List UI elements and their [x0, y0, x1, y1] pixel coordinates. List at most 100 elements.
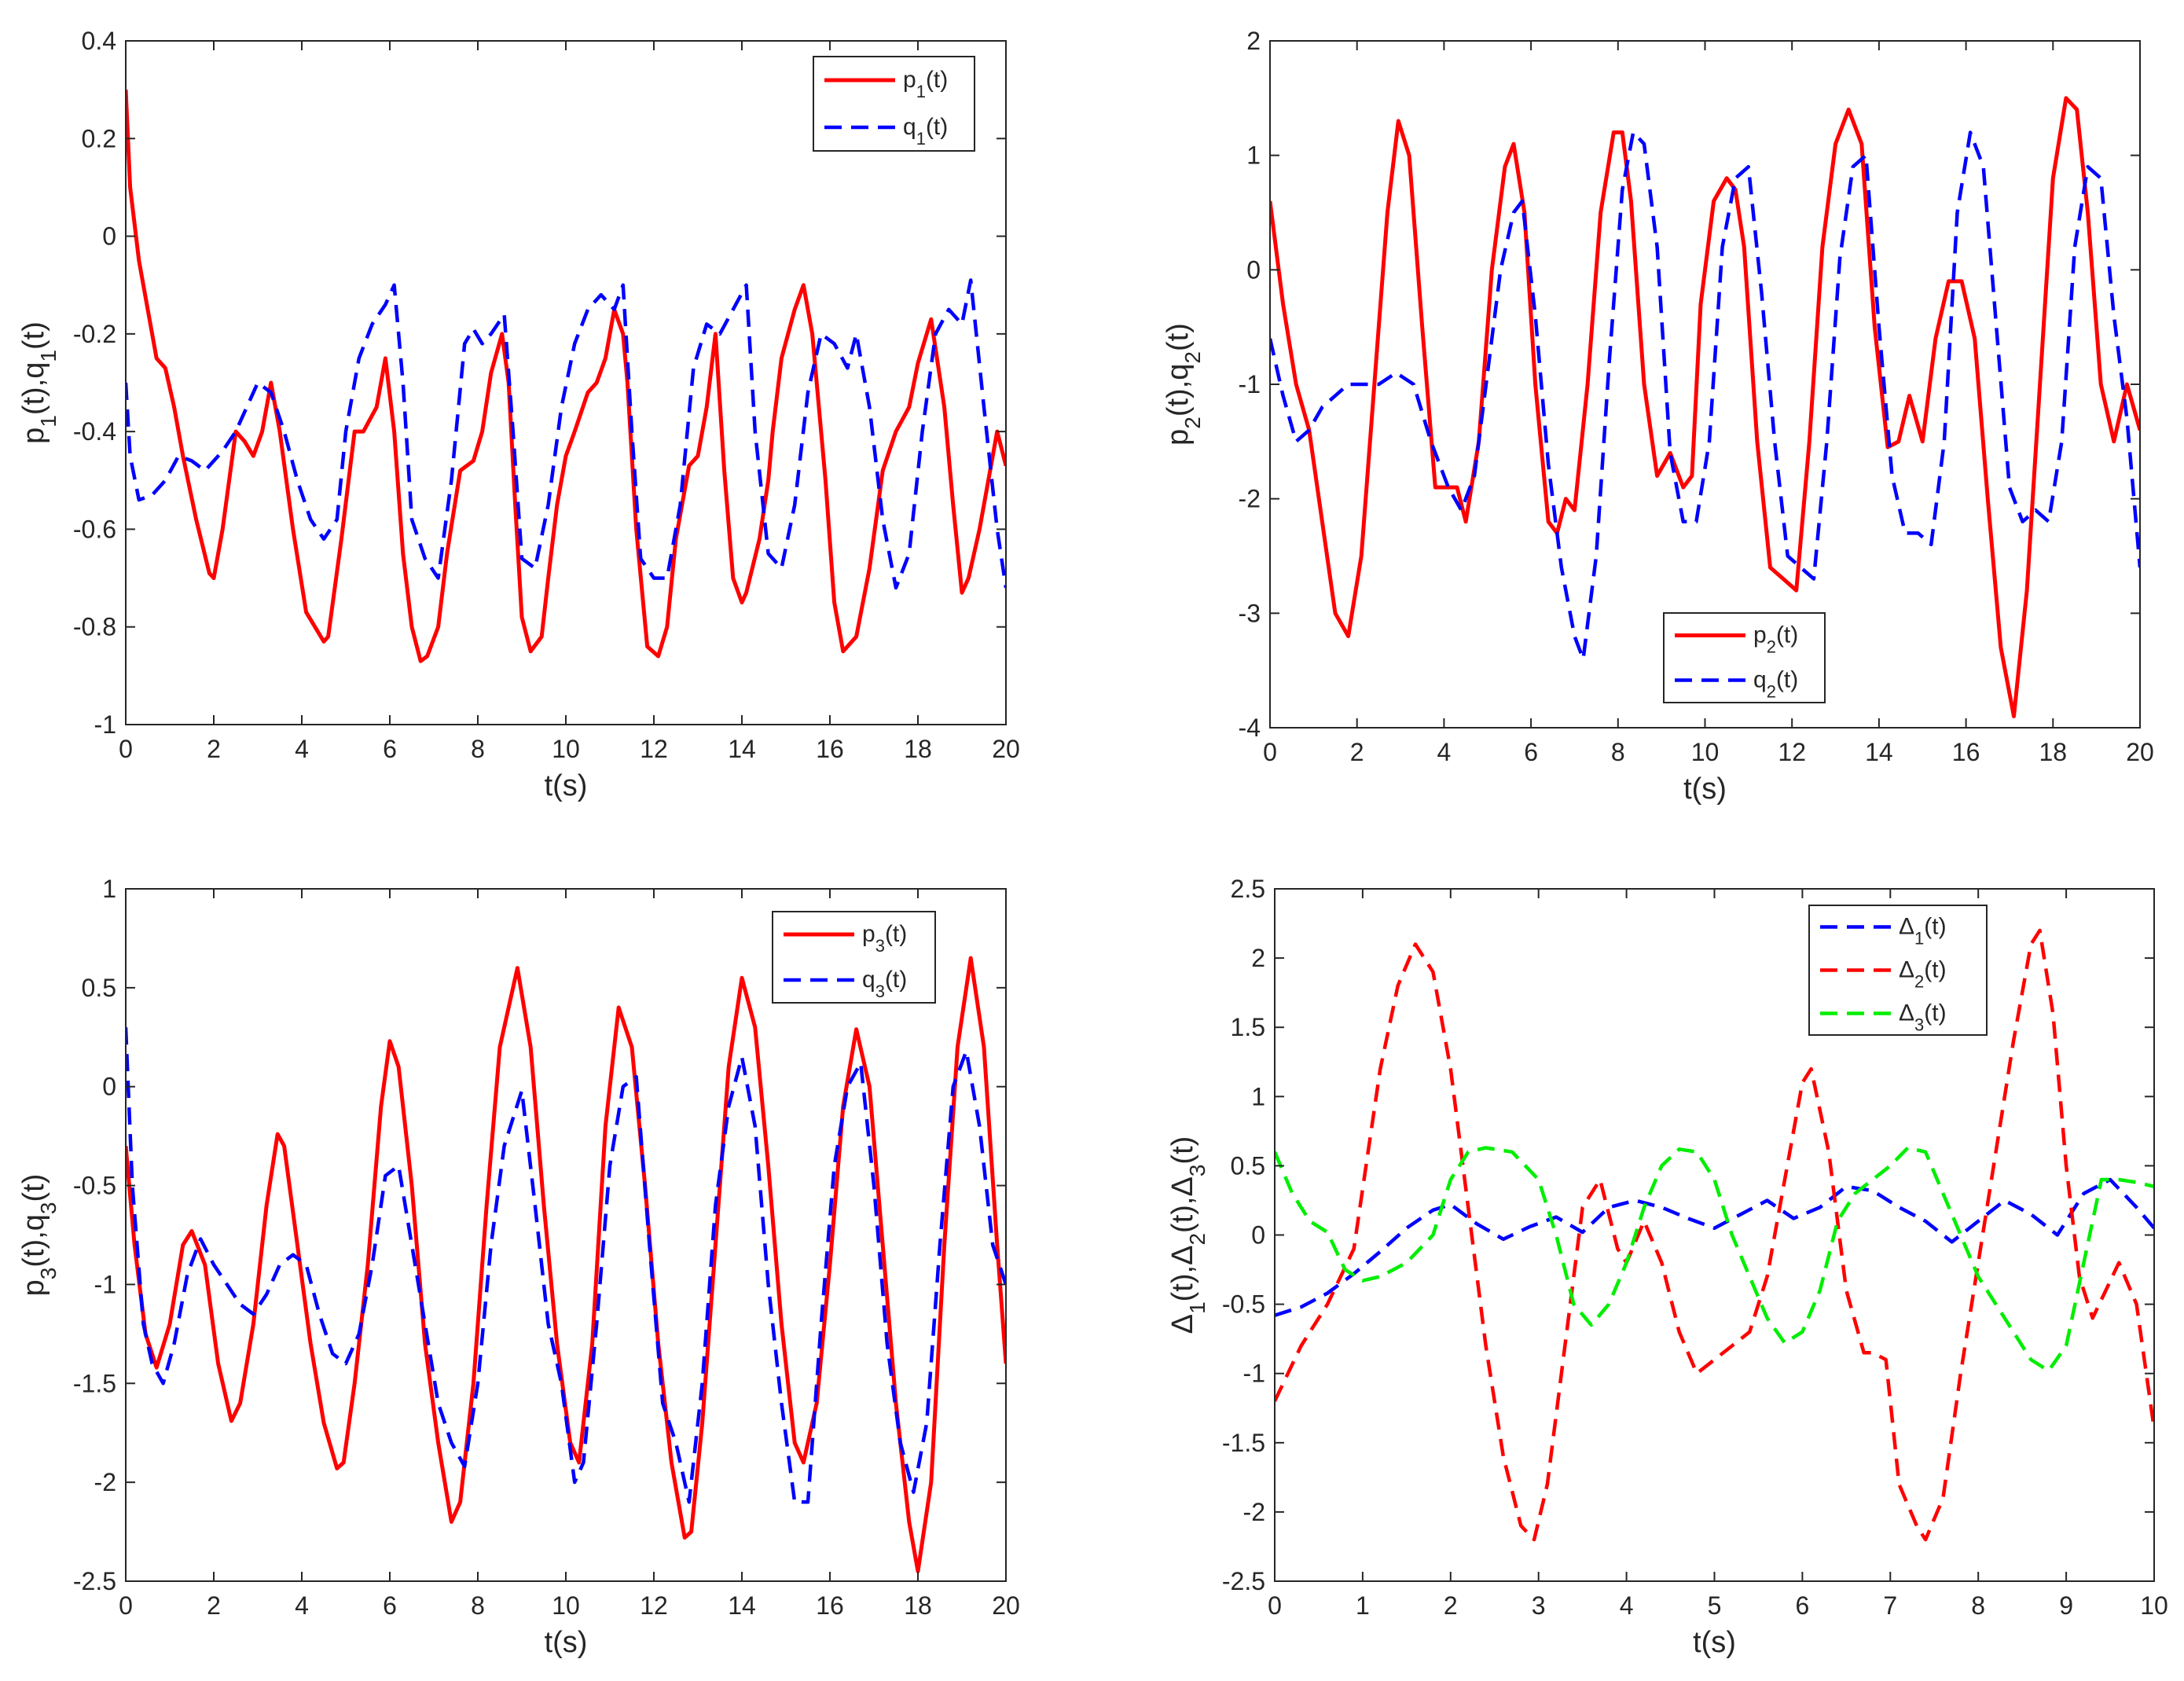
series-line-deltas-1 [1275, 1177, 2154, 1317]
y-axis-label: p3(t),q3(t) [17, 1174, 61, 1297]
plot-area [126, 889, 1006, 1581]
y-tick-label: -0.5 [1222, 1290, 1265, 1319]
legend: p3(t) q3(t) [772, 911, 936, 1004]
x-tick-label: 0 [1263, 738, 1277, 766]
series-line-deltas-2 [1275, 928, 2154, 1542]
x-tick-label: 12 [1778, 738, 1806, 766]
x-tick-label: 20 [2126, 738, 2154, 766]
series-line-p3q3-1 [126, 956, 1006, 1573]
series-line-p3q3-2 [126, 1027, 1006, 1504]
legend-label: Δ1(t) [1899, 914, 1947, 949]
y-tick-label: 0.2 [82, 124, 116, 152]
series-line-p2q2-2 [1270, 130, 2140, 661]
legend: p2(t) q2(t) [1663, 612, 1826, 703]
y-tick-label: -4 [1239, 714, 1261, 742]
panel-deltas: 0 1 2 3 4 5 6 7 8 9 10 -2.5 -2 -1.5 -1 -0.5 0 0.5 1 1.5 2 2.5… [1166, 875, 2168, 1659]
x-tick-label: 2 [207, 1591, 221, 1620]
x-tick-label: 10 [552, 1591, 580, 1620]
x-tick-label: 9 [2059, 1591, 2073, 1620]
legend-label: p2(t) [1753, 622, 1798, 657]
x-tick-label: 16 [1952, 738, 1980, 766]
legend-label: q3(t) [862, 967, 907, 1001]
x-tick-label: 20 [992, 1591, 1020, 1620]
panels: 0 2 4 6 8 10 12 14 16 18 20-1-0.8-0.6-0.4-0.200.20… [17, 27, 2168, 1659]
x-tick-label: 2 [1444, 1591, 1458, 1620]
y-tick-label: 1 [102, 875, 116, 903]
legend-box [813, 56, 975, 152]
x-tick-label: 2 [207, 735, 221, 763]
y-tick-label: 2 [1246, 27, 1261, 55]
x-tick-label: 14 [728, 735, 756, 763]
x-tick-label: 6 [1796, 1591, 1810, 1620]
y-tick-label: -0.8 [73, 613, 116, 641]
panel-p1q1: 0 2 4 6 8 10 12 14 16 18 20 -1 -0.8 -0.6 -0.4 -0.2 0 0.2 0… [17, 27, 1020, 802]
legend-box [1808, 905, 1988, 1036]
y-axis-label: Δ1(t),Δ2(t),Δ3(t) [1166, 1136, 1209, 1334]
x-tick-label: 8 [1971, 1591, 1985, 1620]
y-tick-label: 0.5 [1231, 1151, 1265, 1180]
series-line-p1q1-2 [126, 278, 1006, 590]
x-tick-label: 12 [640, 735, 668, 763]
x-tick-label: 8 [471, 1591, 485, 1620]
x-axis-label: t(s) [1693, 1626, 1736, 1659]
x-axis-label: t(s) [1683, 773, 1727, 806]
legend-label: p1(t) [903, 67, 948, 101]
y-axis-label: p2(t),q2(t) [1162, 323, 1205, 446]
x-tick-label: 10 [1691, 738, 1720, 766]
x-tick-label: 20 [992, 735, 1020, 763]
x-tick-label: 2 [1350, 738, 1364, 766]
x-tick-label: 0 [119, 735, 133, 763]
x-tick-label: 5 [1708, 1591, 1722, 1620]
legend-label: Δ3(t) [1899, 1000, 1947, 1035]
y-tick-label: 1 [1251, 1082, 1265, 1110]
legend-label: Δ2(t) [1899, 957, 1947, 992]
x-tick-label: 0 [1268, 1591, 1282, 1620]
y-tick-label: -2 [1243, 1498, 1265, 1526]
y-tick-label: -0.5 [73, 1172, 116, 1200]
x-tick-label: 14 [1865, 738, 1893, 766]
legend-label: q1(t) [903, 114, 948, 149]
panel-p2q2: 0 2 4 6 8 10 12 14 16 18 20-4-3-2-1012t(s)p2(t),q2… [1162, 27, 2154, 806]
y-tick-label: -1.5 [1222, 1429, 1265, 1457]
x-tick-label: 6 [1524, 738, 1538, 766]
y-tick-label: -1.5 [73, 1369, 116, 1397]
y-tick-label: -1 [1239, 370, 1261, 398]
legend: p1(t) q1(t) [813, 56, 975, 152]
y-tick-label: -1 [1243, 1360, 1265, 1388]
legend: Δ1(t) Δ2(t) Δ3(t) [1808, 905, 1988, 1036]
y-tick-label: -2.5 [73, 1567, 116, 1595]
x-tick-label: 4 [1437, 738, 1452, 766]
y-tick-label: 0 [102, 222, 116, 251]
x-tick-label: 16 [816, 1591, 844, 1620]
x-tick-label: 6 [383, 735, 397, 763]
legend-box [772, 911, 936, 1004]
legend-box [1663, 612, 1826, 703]
y-tick-label: 0.5 [82, 974, 116, 1002]
legend-label: q2(t) [1753, 667, 1798, 702]
y-tick-label: 0 [1246, 255, 1261, 284]
x-tick-label: 14 [728, 1591, 756, 1620]
x-tick-label: 4 [295, 1591, 309, 1620]
series-line-p2q2-1 [1270, 96, 2140, 718]
x-tick-label: 8 [471, 735, 485, 763]
y-tick-label: 1 [1246, 141, 1261, 170]
legend-label: p3(t) [862, 921, 907, 956]
y-tick-label: -2.5 [1222, 1567, 1265, 1595]
x-tick-label: 18 [904, 735, 932, 763]
series-line-deltas-3 [1275, 1146, 2154, 1373]
y-tick-label: -2 [94, 1468, 116, 1496]
y-tick-label: 0.4 [82, 27, 116, 55]
y-tick-label: -0.2 [73, 320, 116, 348]
x-axis-label: t(s) [545, 1626, 588, 1659]
x-tick-label: 7 [1883, 1591, 1897, 1620]
y-tick-label: 2.5 [1231, 875, 1265, 903]
y-tick-label: -0.4 [73, 417, 116, 446]
y-tick-label: -1 [94, 710, 116, 739]
plot-area [1275, 889, 2154, 1581]
x-tick-label: 12 [640, 1591, 668, 1620]
y-tick-label: 1.5 [1231, 1013, 1265, 1041]
x-axis-label: t(s) [545, 769, 588, 802]
y-tick-label: 0 [102, 1073, 116, 1101]
x-tick-label: 4 [295, 735, 309, 763]
y-tick-label: -3 [1239, 599, 1261, 627]
